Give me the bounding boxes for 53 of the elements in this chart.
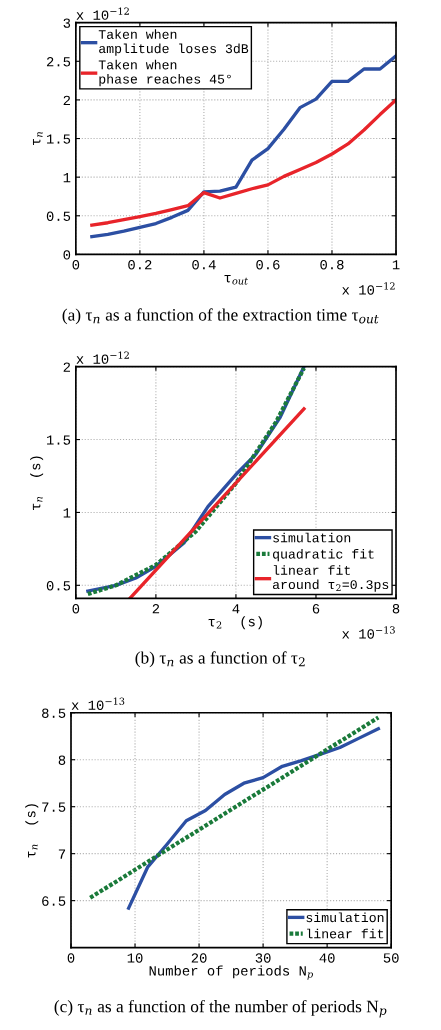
- x-tick-label: 0: [72, 260, 80, 270]
- legend-label: linear fit: [307, 928, 384, 939]
- legend-label: simulation: [273, 532, 351, 543]
- x-tick-label: 4: [232, 604, 240, 614]
- text: (a) τ$_{n}$ as a function of the extraction time τ$_{out}$: [62, 308, 379, 325]
- text: x 10$^{−13}$: [71, 697, 125, 710]
- text: x 10$^{−12}$: [342, 282, 395, 295]
- y-axis-title: τ$_{n}$: [32, 132, 43, 146]
- y-tick-label: 1: [63, 508, 71, 518]
- y-tick-label: 1.5: [46, 134, 71, 144]
- x-tick-label: 0.8: [320, 260, 344, 270]
- x-tick-label: 40: [319, 953, 335, 963]
- y-tick-label: 8.5: [42, 708, 66, 718]
- x-tick-label: 50: [383, 953, 399, 963]
- text: x 10$^{−13}$: [342, 626, 395, 639]
- text: (c) τ$_{n}$ as a function of the number of periods N$_{p}$: [54, 999, 387, 1018]
- text: x 10$^{−12}$: [76, 351, 129, 364]
- x-tick-label: 0: [72, 604, 80, 614]
- x-tick-label: 30: [255, 953, 271, 963]
- y-tick-label: 8: [58, 755, 66, 765]
- y-tick-label: 2: [63, 95, 71, 105]
- legend-label: quadratic fit: [273, 548, 374, 562]
- x-tick-label: 6: [312, 604, 320, 614]
- x-tick-label: 0.4: [192, 260, 216, 270]
- x-tick-label: 0.6: [256, 260, 280, 270]
- x-tick-label: 8: [392, 604, 400, 614]
- legend-label: linear fit around τ$_{2}$=0.3ps: [272, 565, 389, 592]
- y-tick-label: 2: [63, 362, 71, 372]
- text: (b) τ$_{n}$ as a function of τ$_{2}$: [135, 651, 305, 668]
- text: τ$_{n}$ (s): [30, 456, 44, 510]
- y-tick-label: 3: [63, 18, 71, 28]
- x-tick-label: 1: [392, 260, 400, 270]
- text: x 10$^{−12}$: [76, 7, 129, 20]
- text: τ$_{n}$ (s): [25, 804, 39, 858]
- y-tick-label: 7: [58, 849, 66, 859]
- x-tick-label: 20: [191, 953, 207, 963]
- x-tick-label: 2: [152, 604, 160, 614]
- text: τ$_{2}$ (s): [208, 616, 262, 630]
- y-tick-label: 1.5: [46, 435, 71, 445]
- y-tick-label: 1: [63, 173, 71, 183]
- legend-label: simulation: [306, 912, 384, 923]
- y-tick-label: 6.5: [42, 896, 66, 906]
- y-tick-label: 0.5: [46, 211, 71, 221]
- x-tick-label: 0.2: [128, 260, 152, 270]
- legend-label: Taken when phase reaches 45°: [98, 59, 231, 87]
- x-tick-label: 10: [127, 953, 143, 963]
- y-tick-label: 0.5: [46, 581, 71, 591]
- y-tick-label: 7.5: [42, 802, 66, 812]
- legend-label: Taken when amplitude loses 3dB: [98, 29, 249, 56]
- x-axis-title: Number of periods N$_{p}$: [149, 965, 313, 980]
- x-axis-title: τ$_{out}$: [224, 274, 248, 285]
- y-tick-label: 2.5: [46, 57, 71, 67]
- y-tick-label: 0: [63, 250, 71, 260]
